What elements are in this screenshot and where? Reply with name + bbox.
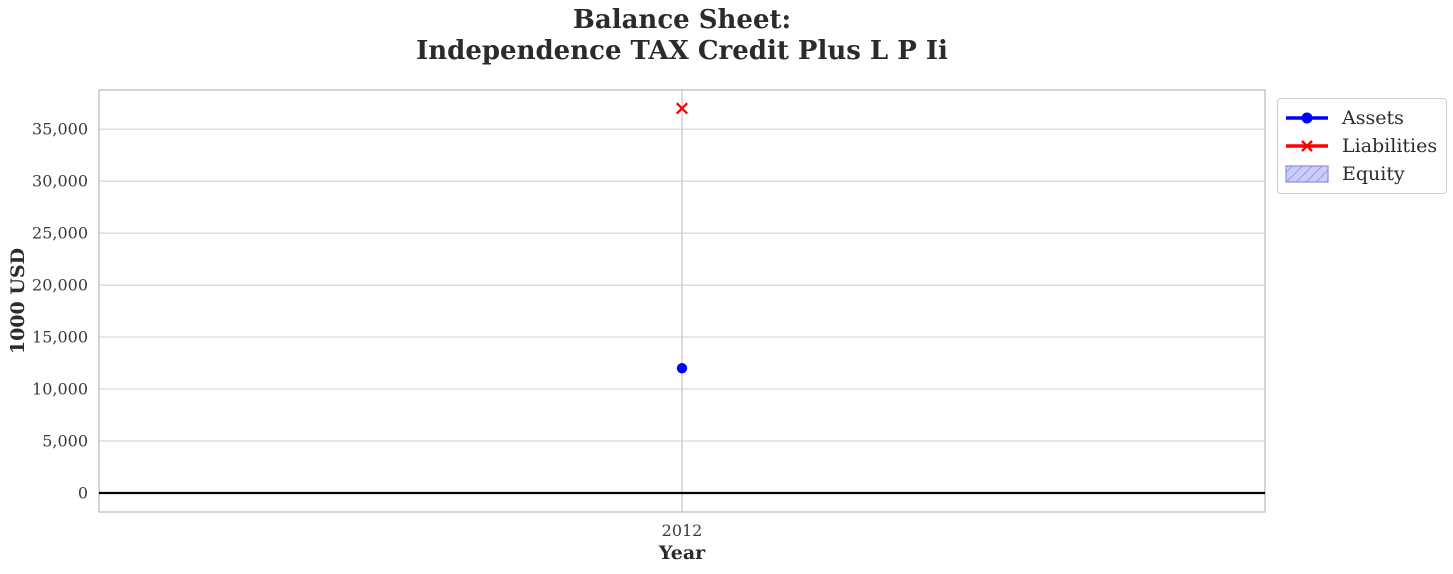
equity-legend-patch-icon	[1285, 165, 1329, 183]
legend-row-equity: Equity	[1284, 160, 1437, 188]
y-tick-label: 15,000	[32, 328, 88, 347]
assets-data-point	[676, 363, 688, 374]
y-tick-label: 25,000	[32, 224, 88, 243]
x-tick-label: 2012	[662, 521, 703, 540]
y-tick-label: 0	[78, 483, 88, 502]
y-tick-label: 10,000	[32, 380, 88, 399]
y-tick-label: 35,000	[32, 120, 88, 139]
legend-label: Equity	[1342, 163, 1405, 185]
legend-row-assets: Assets	[1284, 104, 1437, 132]
assets-legend-marker-icon	[1286, 112, 1328, 124]
y-tick-label: 30,000	[32, 172, 88, 191]
liabilities-legend-marker-icon	[1286, 140, 1328, 152]
y-tick-label: 5,000	[42, 432, 88, 451]
legend-row-liabilities: Liabilities	[1284, 132, 1437, 160]
legend-label: Liabilities	[1342, 135, 1438, 157]
legend-label: Assets	[1342, 107, 1404, 129]
legend: Assets Liabilities Equity	[1277, 98, 1448, 194]
liabilities-data-point	[675, 102, 689, 115]
plot-border	[98, 89, 1266, 513]
y-tick-label: 20,000	[32, 276, 88, 295]
chart-title: Balance Sheet: Independence TAX Credit P…	[416, 5, 948, 66]
x-axis-label: Year	[658, 542, 706, 564]
